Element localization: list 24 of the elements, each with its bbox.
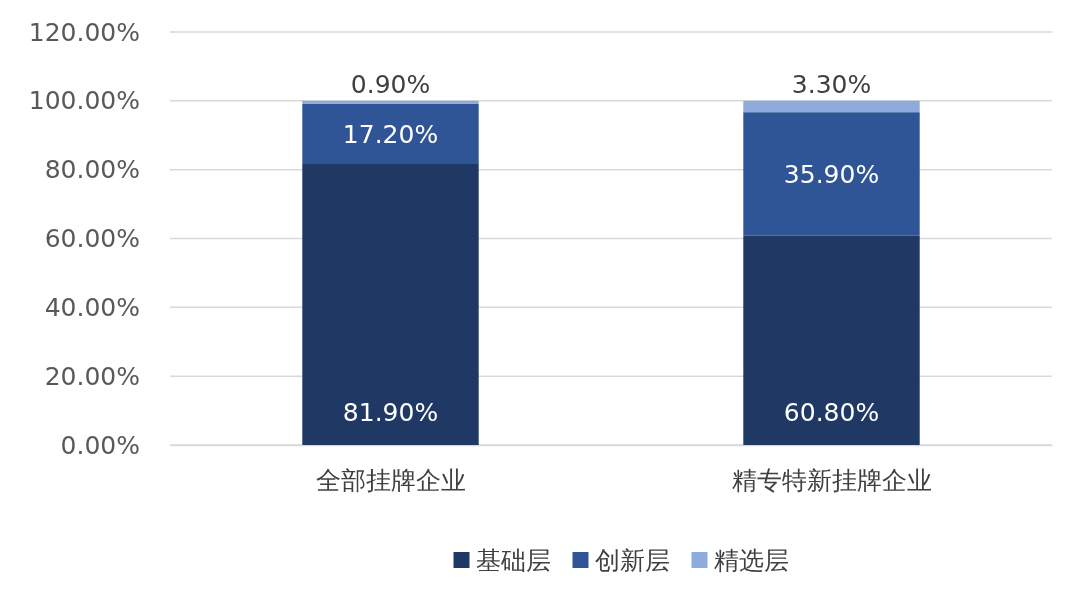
data-label: 0.90% bbox=[350, 69, 431, 99]
y-tick-label: 0.00% bbox=[60, 430, 140, 460]
bar bbox=[743, 100, 920, 113]
data-label: 3.30% bbox=[791, 69, 872, 99]
y-tick-label: 40.00% bbox=[44, 292, 140, 322]
legend-label: 精选层 bbox=[713, 546, 789, 575]
y-tick-label: 20.00% bbox=[44, 361, 140, 391]
bar bbox=[302, 103, 479, 164]
x-tick-label: 精专特新挂牌企业 bbox=[731, 465, 932, 495]
data-label: 17.20% bbox=[342, 119, 439, 149]
y-tick-label: 60.00% bbox=[44, 224, 140, 253]
bar bbox=[743, 112, 920, 236]
bar bbox=[302, 100, 479, 104]
y-tick-label: 100.00% bbox=[28, 86, 140, 116]
x-tick-label: 全部挂牌企业 bbox=[315, 465, 466, 495]
bar bbox=[743, 235, 920, 445]
data-label: 81.90% bbox=[342, 398, 439, 427]
y-tick-label: 80.00% bbox=[44, 155, 140, 185]
legend-label: 创新层 bbox=[594, 546, 670, 575]
y-tick-label: 120.00% bbox=[28, 17, 140, 47]
legend-label: 基础层 bbox=[475, 546, 551, 575]
bar bbox=[302, 163, 479, 445]
data-label: 35.90% bbox=[783, 159, 880, 189]
data-label: 60.80% bbox=[783, 398, 880, 427]
